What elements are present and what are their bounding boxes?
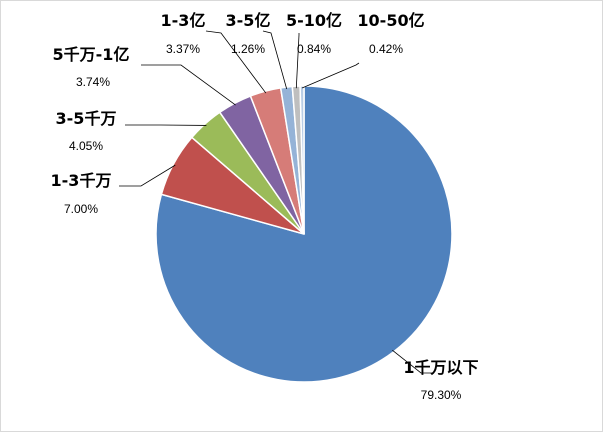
category-label-2: 1-3千万 [51,171,112,190]
value-label-3: 4.05% [69,139,103,153]
leader-line-4 [141,64,236,106]
leader-line-8 [301,62,360,89]
value-label-2: 7.00% [64,202,98,216]
slices-layer [155,85,453,383]
category-label-7: 5-10亿 [286,11,342,30]
pie-slice-8 [299,85,305,235]
value-label-5: 3.37% [166,42,200,56]
leader-line-1 [392,349,433,374]
leader-line-2 [119,164,176,187]
leader-line-6 [262,30,288,90]
category-label-6: 3-5亿 [226,11,271,30]
value-label-7: 0.84% [297,42,331,56]
value-label-6: 1.26% [231,42,265,56]
leader-lines-layer [119,30,433,374]
category-label-8: 10-50亿 [357,11,424,30]
category-label-1: 1千万以下 [403,358,478,377]
category-label-4: 5千万-1亿 [53,45,130,64]
value-label-8: 0.42% [369,42,403,56]
leader-line-5 [205,30,267,94]
category-label-5: 1-3亿 [161,11,206,30]
value-label-4: 3.74% [76,75,110,89]
category-label-3: 3-5千万 [56,109,117,128]
value-label-1: 79.30% [421,388,462,402]
leader-line-7 [295,33,300,89]
